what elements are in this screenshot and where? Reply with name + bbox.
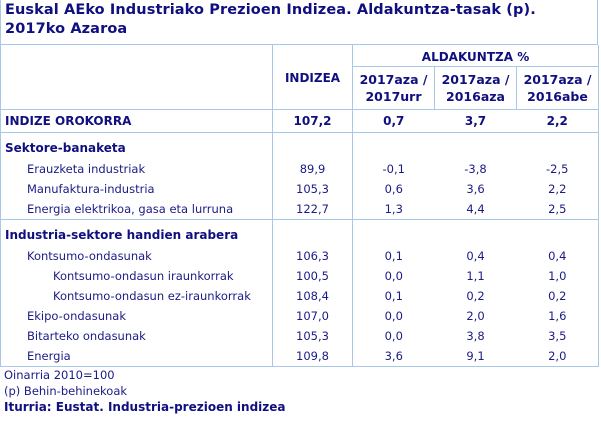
section-header-row: Industria-sektore handien arabera — [0, 219, 600, 247]
empty-cell — [272, 219, 353, 246]
row-change-value: -0,1 — [382, 162, 405, 176]
row-change-value: -3,8 — [464, 162, 487, 176]
empty-cell — [353, 220, 435, 247]
row-change-value: 0,0 — [384, 329, 403, 343]
header-line: 2017aza / — [441, 72, 510, 87]
header-index: INDIZEA — [272, 45, 353, 110]
row-index-value: 106,3 — [272, 246, 353, 266]
row-change-value: 0,0 — [384, 269, 403, 283]
row-index-value: 108,4 — [272, 286, 353, 306]
row-change-value: 2,0 — [516, 346, 600, 367]
row-change-value: 0,4 — [466, 249, 485, 263]
table-row: Manufaktura-industria 105,3 0,6 3,6 2,2 — [0, 179, 600, 199]
row-change-value: 2,0 — [466, 309, 485, 323]
table-row: Kontsumo-ondasunak 106,3 0,1 0,4 0,4 — [0, 246, 600, 266]
row-index-value: 107,2 — [272, 109, 353, 133]
source-note: Iturria: Eustat. Industria-prezioen indi… — [4, 400, 286, 414]
row-change-value: 4,4 — [434, 199, 517, 220]
row-change-value: 0,4 — [516, 246, 600, 266]
header-change-month: 2017aza / 2017urr — [352, 66, 435, 110]
row-change-value: -2,5 — [516, 159, 600, 179]
row-index-value: 89,9 — [272, 159, 353, 179]
row-index-value: 105,3 — [272, 326, 353, 346]
row-change-value: 0,1 — [384, 289, 403, 303]
table-row: Bitarteko ondasunak 105,3 0,0 3,8 3,5 — [0, 326, 600, 346]
table-row: Erauzketa industriak 89,9 -0,1 -3,8 -2,5 — [0, 159, 600, 179]
header-change-group: ALDAKUNTZA % — [352, 45, 600, 67]
row-change-value: 0,7 — [352, 109, 435, 133]
row-label: Erauzketa industriak — [0, 159, 273, 179]
empty-cell — [435, 220, 517, 247]
row-change-value: 1,1 — [466, 269, 485, 283]
row-label: Kontsumo-ondasun ez-iraunkorrak — [0, 286, 273, 306]
header-line: 2017aza / — [359, 72, 428, 87]
row-change-value: 3,6 — [466, 182, 485, 196]
row-change-value: 0,1 — [384, 249, 403, 263]
empty-cell — [516, 132, 600, 159]
row-index-value: 100,5 — [272, 266, 353, 286]
section-title: Industria-sektore handien arabera — [0, 219, 273, 246]
empty-cell — [272, 132, 353, 159]
empty-cell — [435, 133, 517, 160]
row-index-value: 122,7 — [272, 199, 353, 220]
table-row: Energia 109,8 3,6 9,1 2,0 — [0, 346, 600, 367]
row-change-value: 0,2 — [466, 289, 485, 303]
row-index-value: 109,8 — [272, 346, 353, 367]
row-change-value: 3,5 — [516, 326, 600, 346]
row-change-value: 0,0 — [384, 309, 403, 323]
header-line: 2017aza / — [523, 72, 592, 87]
provisional-note: (p) Behin-behinekoak — [4, 384, 128, 398]
table-notes: Oinarria 2010=100 (p) Behin-behinekoak I… — [4, 367, 286, 415]
row-change-value: 0,6 — [384, 182, 403, 196]
row-change-value: 3,8 — [466, 329, 485, 343]
section-header-row: Sektore-banaketa — [0, 132, 600, 160]
row-index-value: 105,3 — [272, 179, 353, 199]
row-change-value: 3,6 — [352, 346, 435, 367]
table-row: Energia elektrikoa, gasa eta lurruna 122… — [0, 199, 600, 220]
table-row: Kontsumo-ondasun iraunkorrak 100,5 0,0 1… — [0, 266, 600, 286]
table-title: Euskal AEko Industriako Prezioen Indizea… — [0, 0, 598, 45]
header-line: 2016abe — [527, 89, 588, 104]
row-label: Kontsumo-ondasun iraunkorrak — [0, 266, 273, 286]
header-change-ytd: 2017aza / 2016abe — [516, 66, 600, 110]
row-change-value: 2,2 — [516, 179, 600, 199]
empty-cell — [516, 219, 600, 246]
header-change-year: 2017aza / 2016aza — [434, 66, 517, 110]
row-change-value: 9,1 — [434, 346, 517, 367]
row-change-value: 3,7 — [434, 109, 517, 133]
row-change-value: 2,5 — [516, 199, 600, 220]
header-line: 2017urr — [365, 89, 422, 104]
table-row: Kontsumo-ondasun ez-iraunkorrak 108,4 0,… — [0, 286, 600, 306]
header-line: 2016aza — [446, 89, 505, 104]
empty-cell — [353, 133, 435, 160]
row-change-value: 1,6 — [516, 306, 600, 326]
price-index-table: INDIZEA ALDAKUNTZA % 2017aza / 2017urr 2… — [0, 45, 600, 367]
price-index-table-container: Euskal AEko Industriako Prezioen Indizea… — [0, 0, 600, 367]
row-change-value: 1,0 — [516, 266, 600, 286]
total-row: INDIZE OROKORRA 107,2 0,7 3,7 2,2 — [0, 109, 600, 133]
row-change-value: 2,2 — [516, 109, 600, 133]
table-row: Ekipo-ondasunak 107,0 0,0 2,0 1,6 — [0, 306, 600, 326]
section-title: Sektore-banaketa — [0, 132, 273, 159]
row-label: Ekipo-ondasunak — [0, 306, 273, 326]
row-label: INDIZE OROKORRA — [0, 109, 273, 133]
row-label: Energia — [0, 346, 273, 367]
row-index-value: 107,0 — [272, 306, 353, 326]
row-label: Bitarteko ondasunak — [0, 326, 273, 346]
row-change-value: 1,3 — [352, 199, 435, 220]
row-change-value: 0,2 — [516, 286, 600, 306]
row-label: Kontsumo-ondasunak — [0, 246, 273, 266]
row-label: Energia elektrikoa, gasa eta lurruna — [0, 199, 273, 220]
base-note: Oinarria 2010=100 — [4, 368, 115, 382]
header-empty-cell — [0, 45, 273, 110]
row-label: Manufaktura-industria — [0, 179, 273, 199]
